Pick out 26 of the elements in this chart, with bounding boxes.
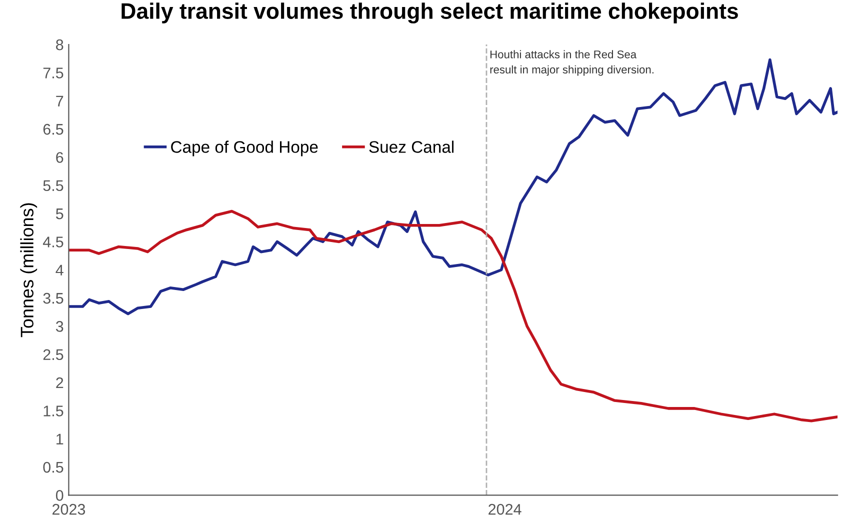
y-tick-label: 1 (56, 434, 64, 444)
y-tick-label: 8 (56, 39, 64, 50)
y-tick-label: 4 (56, 264, 64, 276)
x-tick-label: 2023 (52, 504, 86, 515)
y-tick-label: 6 (56, 152, 64, 163)
y-tick-label: 3 (56, 321, 64, 332)
line-series (68, 58, 838, 316)
y-tick-label: 2.5 (43, 349, 64, 360)
legend-label: Cape of Good Hope (171, 140, 318, 156)
x-tick-label: 2024 (488, 504, 522, 515)
y-tick-label: 5.5 (43, 180, 64, 192)
y-tick-label: 2 (56, 377, 64, 388)
y-axis-title: Tonnes (millions) (20, 203, 38, 338)
y-tick-label: 3.5 (43, 292, 64, 304)
ref-line-label: Houthi attacks in the Red Sea result in major shipping diversion. (490, 50, 654, 76)
line-series (68, 210, 838, 422)
chart-title: Daily transit volumes through select maritime chokepoints (122, 2, 738, 24)
y-tick-label: 0.5 (43, 462, 64, 473)
y-tick-label: 7.5 (43, 68, 64, 78)
y-tick-label: 4.5 (42, 236, 64, 248)
y-tick-label: 6.5 (43, 124, 64, 135)
y-tick-label: 1.5 (44, 406, 64, 416)
legend-label: Suez Canal (369, 140, 454, 153)
y-tick-label: 5 (56, 208, 64, 220)
y-tick-label: 7 (56, 96, 64, 106)
y-tick-label: 0 (56, 490, 64, 501)
